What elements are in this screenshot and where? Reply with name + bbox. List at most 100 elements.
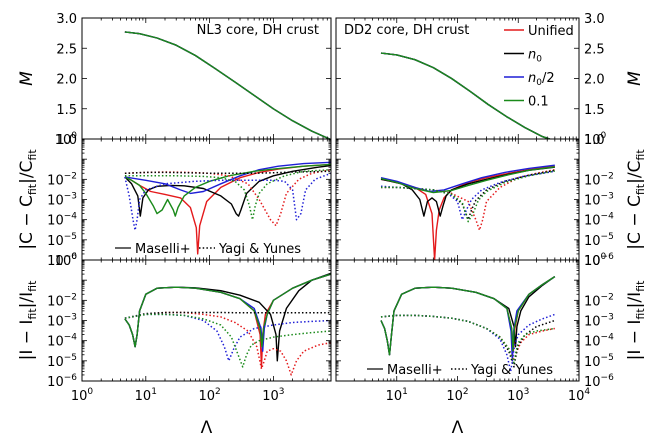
x-tick-label: 102 [198, 387, 220, 404]
series-line-unified-maselli- [380, 165, 555, 260]
legend-label-n0: n0 [528, 48, 542, 65]
y-tick-label: 10−6 [47, 373, 77, 390]
y-tick-label: 2.0 [56, 73, 77, 88]
y-tick-label: 3.0 [56, 12, 77, 27]
y-tick-label: 10−2 [584, 171, 614, 188]
series-line-0-1-maselli- [124, 273, 331, 348]
panel-right-bot: 10−6 10−5 10−4 10−3 10−2 100 |I − Ifit|/Ifit 10… [335, 252, 647, 438]
style-legend: Maselli+ Yagi & Yunes [367, 363, 553, 378]
series-line-0-1 [124, 31, 331, 139]
legend-label-yagi-yunes: Yagi & Yunes [470, 363, 553, 378]
series-group [124, 272, 331, 376]
y-tick-label: 10−2 [584, 292, 614, 309]
series-group [380, 164, 555, 260]
series-line-0-1-yagi-yunes [380, 314, 555, 364]
series-line-n-0-2-yagi-yunes [380, 313, 556, 373]
x-tick-label: 104 [568, 387, 591, 404]
panel-right-top: 1.0 1.5 2.0 2.5 3.0 M DD2 core, DH crust Unifie… [335, 12, 645, 148]
legend-label-yagi-yunes: Yagi & Yunes [218, 242, 301, 257]
x-tick-label: 100 [71, 387, 94, 404]
y-tick-label: 10−4 [584, 333, 614, 350]
y-axis-label: |C − Cfit|/Cfit [17, 149, 39, 250]
y-tick-label: 1.0 [56, 133, 77, 148]
series-line-n-0-maselli- [124, 272, 331, 362]
x-tick-label: 101 [386, 387, 408, 404]
panel-left-top: 1.0 1.5 2.0 2.5 3.0 M NL3 core, DH crust [17, 12, 332, 148]
legend-label-p01: 0.1 [528, 95, 549, 110]
x-tick-label: 103 [262, 387, 284, 404]
legend-label-n0half: n0/2 [528, 71, 555, 88]
x-tick-label: 102 [446, 387, 468, 404]
series-line-unified-maselli- [124, 163, 331, 255]
y-tick-label: 10−6 [584, 252, 614, 269]
y-tick-label: 10−3 [47, 192, 77, 209]
series-line-0-1-yagi-yunes [381, 170, 555, 223]
y-tick-label: 10−6 [584, 373, 614, 390]
legend-label-maselli: Maselli+ [135, 242, 191, 257]
series-line-0-1-maselli- [124, 163, 331, 217]
y-tick-label: 10−4 [584, 212, 614, 229]
y-tick-label: 10−5 [47, 232, 77, 249]
series-line-n-0-2-yagi-yunes [124, 172, 331, 231]
series-line-n-0-maselli- [124, 164, 331, 217]
x-axis-label: Λ [201, 418, 213, 438]
y-tick-label: 2.5 [56, 42, 77, 57]
panel-right-mid: 10−6 10−5 10−4 10−3 10−2 100 |C − Cfit|/Cfit [335, 131, 647, 269]
panel-left-mid: 10−6 10−5 10−4 10−3 10−2 100 |C − Cfit|/Cfit Ma… [17, 131, 332, 269]
series-line-n-0-yagi-yunes [124, 170, 331, 175]
y-tick-label: 10−6 [47, 252, 77, 269]
series-line-n-0-2-maselli- [380, 164, 555, 193]
series-group [124, 31, 331, 139]
series-line-unified-yagi-yunes [124, 311, 331, 376]
series-line-0-1-maselli- [380, 166, 555, 194]
y-tick-label: 10−3 [584, 313, 614, 330]
y-axis-label: |C − Cfit|/Cfit [625, 149, 647, 250]
series-group [124, 161, 331, 255]
style-legend: Maselli+ Yagi & Yunes [115, 242, 301, 257]
series-line-n-0-yagi-yunes [381, 169, 555, 221]
y-axis-label: |I − Ifit|/Ifit [17, 280, 39, 360]
y-tick-label: 100 [55, 252, 78, 269]
y-tick-label: 10−3 [584, 192, 614, 209]
y-tick-label: 1.0 [584, 133, 605, 148]
series-line-n-0-2-maselli- [380, 276, 556, 362]
y-tick-label: 10−3 [47, 313, 77, 330]
panel-title: NL3 core, DH crust [197, 23, 319, 38]
series-group [380, 52, 552, 139]
series-line-n-0-yagi-yunes [124, 311, 331, 319]
y-tick-label: 100 [584, 131, 607, 148]
y-tick-label: 10−2 [47, 171, 77, 188]
y-axis-label: M [625, 71, 645, 86]
series-line-n-0-yagi-yunes [380, 314, 556, 368]
legend-label-Unified: Unified [528, 24, 574, 39]
panel-left-bot: 10−6 10−5 10−4 10−3 10−2 100 |I − Ifit|/Ifit 10… [17, 252, 332, 438]
y-axis-label: |I − Ifit|/Ifit [625, 280, 647, 360]
series-line-0-1-yagi-yunes [124, 168, 331, 221]
series-line-n-0-2-yagi-yunes [124, 313, 331, 362]
legend-label-maselli: Maselli+ [387, 363, 443, 378]
series-line-0-1-maselli- [380, 276, 556, 356]
y-tick-label: 10−4 [47, 333, 77, 350]
series-line-n-0 [124, 31, 331, 139]
y-tick-label: 10−4 [47, 212, 77, 229]
series-line-0-1 [380, 52, 552, 139]
y-tick-label: 1.5 [56, 103, 77, 118]
y-tick-label: 3.0 [584, 12, 605, 27]
y-tick-label: 10−5 [584, 353, 614, 370]
y-tick-label: 100 [55, 131, 78, 148]
x-tick-label: 101 [135, 387, 157, 404]
y-tick-label: 1.5 [584, 103, 605, 118]
y-tick-label: 10−5 [47, 353, 77, 370]
series-line-n-0-2-maselli- [124, 161, 331, 195]
color-legend: Unified n0 n0/2 0.1 [504, 24, 574, 110]
series-line-unified-yagi-yunes [380, 314, 555, 362]
y-tick-label: 10−5 [584, 232, 614, 249]
y-tick-label: 2.5 [584, 42, 605, 57]
series-line-n-0-2-yagi-yunes [380, 170, 555, 221]
series-line-unified-yagi-yunes [124, 168, 331, 227]
y-tick-label: 10−2 [47, 292, 77, 309]
panel-title: DD2 core, DH crust [344, 23, 469, 38]
y-tick-label: 2.0 [584, 73, 605, 88]
series-line-n-0-2 [124, 31, 331, 139]
